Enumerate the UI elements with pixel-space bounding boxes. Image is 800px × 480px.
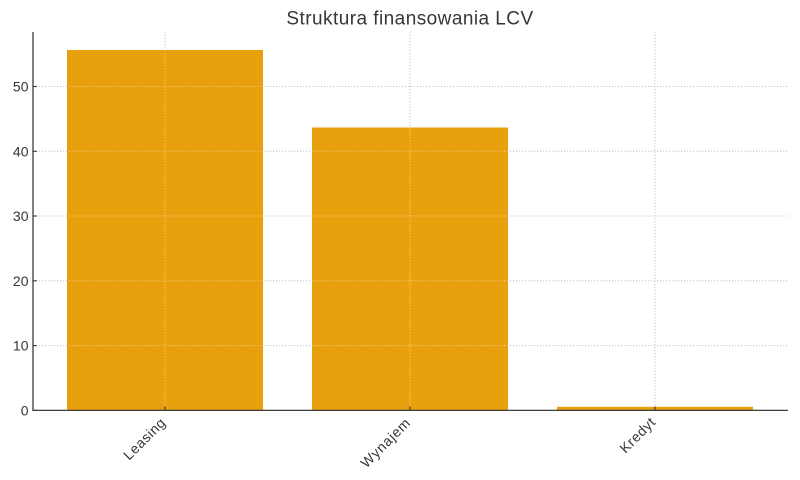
svg-text:Struktura finansowania LCV: Struktura finansowania LCV (286, 9, 533, 30)
svg-text:10: 10 (13, 338, 29, 354)
svg-text:50: 50 (13, 79, 29, 95)
svg-text:40: 40 (13, 143, 29, 159)
svg-text:20: 20 (13, 273, 29, 289)
svg-text:0: 0 (21, 402, 29, 418)
svg-text:30: 30 (13, 208, 29, 224)
